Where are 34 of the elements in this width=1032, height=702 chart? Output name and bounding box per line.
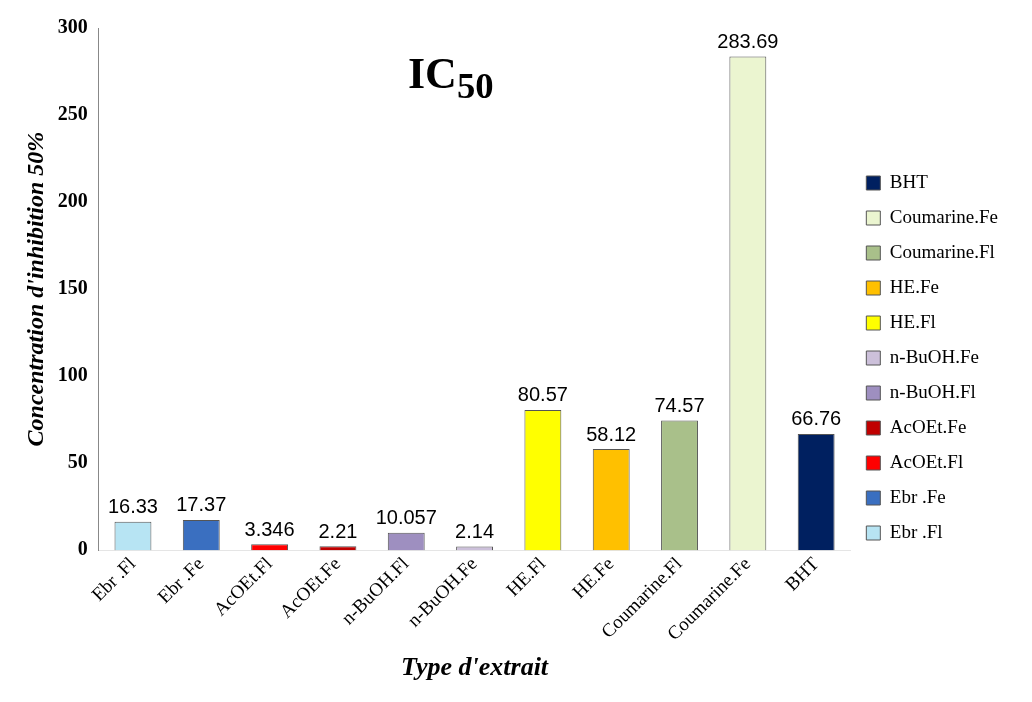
data-label: 80.57	[517, 383, 568, 406]
y-tick-label: 50	[67, 450, 88, 473]
legend-label: Coumarine.Fe	[889, 205, 999, 227]
y-tick-label: 0	[77, 537, 88, 560]
data-label: 16.33	[107, 495, 158, 518]
legend-label: AcOEt.Fe	[889, 415, 967, 437]
y-tick-label: 300	[57, 15, 88, 38]
x-tick-label: Ebr .Fl	[87, 552, 140, 605]
y-tick-label: 150	[57, 276, 88, 299]
data-label: 2.21	[318, 519, 358, 542]
legend-label: Ebr .Fe	[889, 485, 946, 507]
y-tick-label: 200	[57, 189, 88, 212]
legend-label: n-BuOH.Fl	[889, 380, 976, 402]
data-label: 3.346	[244, 517, 295, 540]
x-tick-label: Ebr .Fe	[153, 552, 208, 608]
y-tick-label: 250	[57, 102, 88, 125]
data-label: 66.76	[791, 407, 842, 430]
text: IC$_{50}$	[408, 48, 494, 107]
x-axis-title: Type d'extrait	[401, 652, 549, 682]
y-axis-title: Concentration d'inhibition 50%	[21, 131, 48, 447]
legend-label: Ebr .Fl	[889, 520, 943, 542]
y-tick-label: 100	[57, 363, 88, 386]
legend-label: n-BuOH.Fe	[889, 345, 980, 367]
legend-label: Coumarine.Fl	[889, 240, 995, 262]
data-label: 2.14	[455, 519, 495, 542]
data-label: 74.57	[654, 393, 705, 416]
data-label: 10.057	[375, 506, 437, 529]
data-label: 283.69	[717, 29, 779, 52]
legend-label: AcOEt.Fl	[889, 450, 964, 472]
legend-label: HE.Fe	[889, 275, 939, 297]
legend-label: HE.Fl	[889, 310, 936, 332]
legend-label: BHT	[889, 170, 929, 192]
data-label: 58.12	[586, 422, 637, 445]
data-label: 17.37	[176, 493, 227, 516]
